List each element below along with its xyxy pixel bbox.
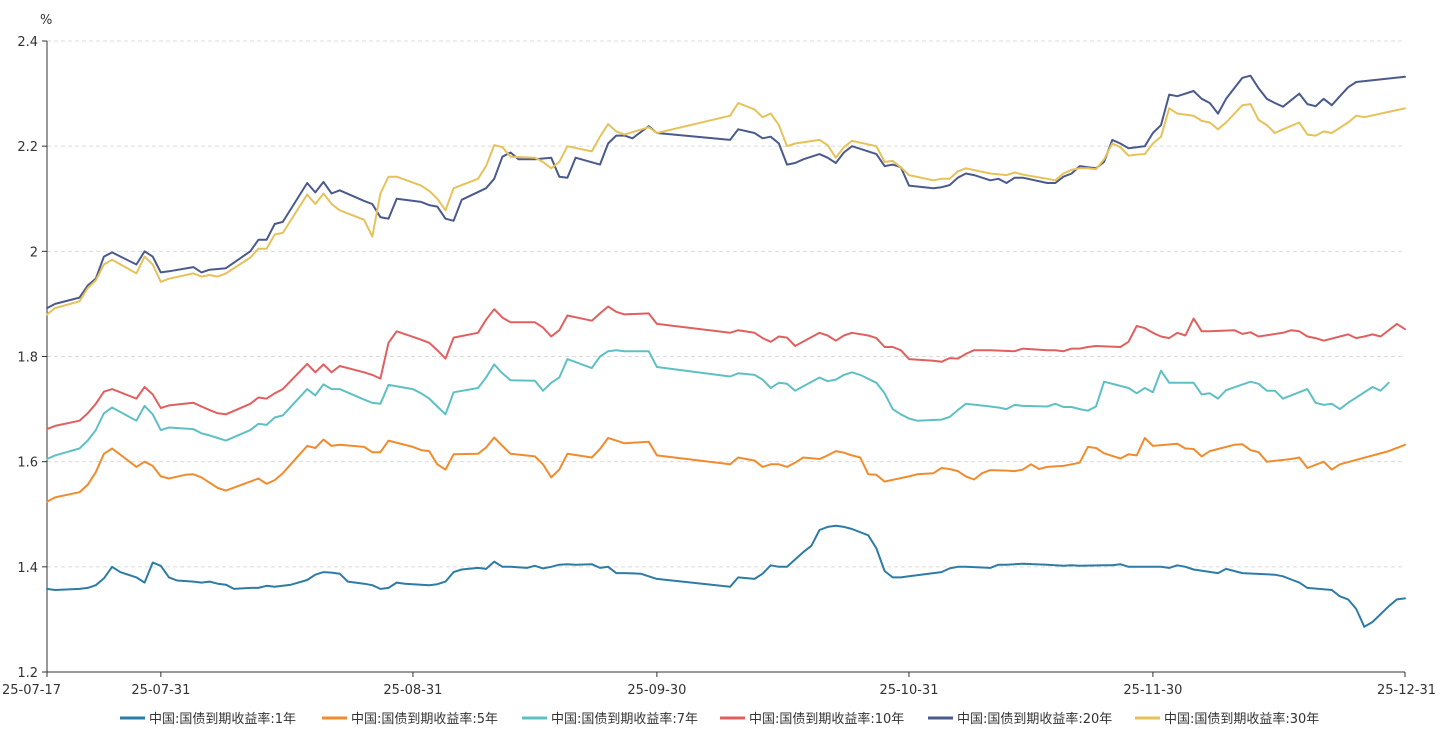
legend-item[interactable]: 中国:国债到期收益率:1年 (120, 711, 296, 727)
x-tick-label: 25-08-31 (383, 683, 442, 698)
y-tick-label: 2 (30, 245, 38, 260)
series-line-5 (46, 74, 1406, 310)
legend-label: 中国:国债到期收益率:20年 (957, 711, 1112, 727)
series-lines (46, 74, 1406, 628)
y-gridlines (47, 40, 1405, 568)
y-tick-label: 1.6 (17, 456, 38, 471)
y-tick-label: 1.2 (17, 666, 38, 681)
series-line-3 (46, 349, 1390, 460)
legend: 中国:国债到期收益率:1年 中国:国债到期收益率:5年 中国:国债到期收益率:7年 中… (120, 711, 1319, 727)
x-tick-label: 25-07-17 (2, 683, 61, 698)
legend-label: 中国:国债到期收益率:7年 (551, 711, 698, 727)
legend-label: 中国:国债到期收益率:10年 (749, 711, 904, 727)
y-axis-ticks: 1.2 1.4 1.6 1.8 2 2.2 2.4 (17, 35, 47, 681)
y-tick-label: 1.4 (17, 561, 38, 576)
series-line-4 (46, 305, 1406, 431)
legend-item[interactable]: 中国:国债到期收益率:7年 (522, 711, 698, 727)
y-tick-label: 1.8 (17, 351, 38, 366)
legend-item[interactable]: 中国:国债到期收益率:20年 (928, 711, 1112, 727)
y-axis-unit-label: % (40, 13, 52, 28)
x-axis-ticks: 25-07-17 25-07-31 25-08-31 25-09-30 25-10-31… (2, 672, 1436, 698)
series-line-6 (46, 102, 1406, 316)
legend-label: 中国:国债到期收益率:1年 (149, 711, 296, 727)
x-tick-label: 25-12-31 (1377, 683, 1436, 698)
legend-item[interactable]: 中国:国债到期收益率:5年 (322, 711, 498, 727)
series-line-2 (46, 436, 1406, 503)
legend-label: 中国:国债到期收益率:30年 (1164, 711, 1319, 727)
legend-item[interactable]: 中国:国债到期收益率:30年 (1135, 711, 1319, 727)
x-tick-label: 25-11-30 (1123, 683, 1182, 698)
x-tick-label: 25-10-31 (879, 683, 938, 698)
legend-item[interactable]: 中国:国债到期收益率:10年 (720, 711, 904, 727)
legend-label: 中国:国债到期收益率:5年 (351, 711, 498, 727)
x-tick-label: 25-07-31 (131, 683, 190, 698)
y-tick-label: 2.4 (17, 35, 38, 50)
y-tick-label: 2.2 (17, 140, 38, 155)
x-tick-label: 25-09-30 (627, 683, 686, 698)
series-line-1 (46, 524, 1406, 628)
